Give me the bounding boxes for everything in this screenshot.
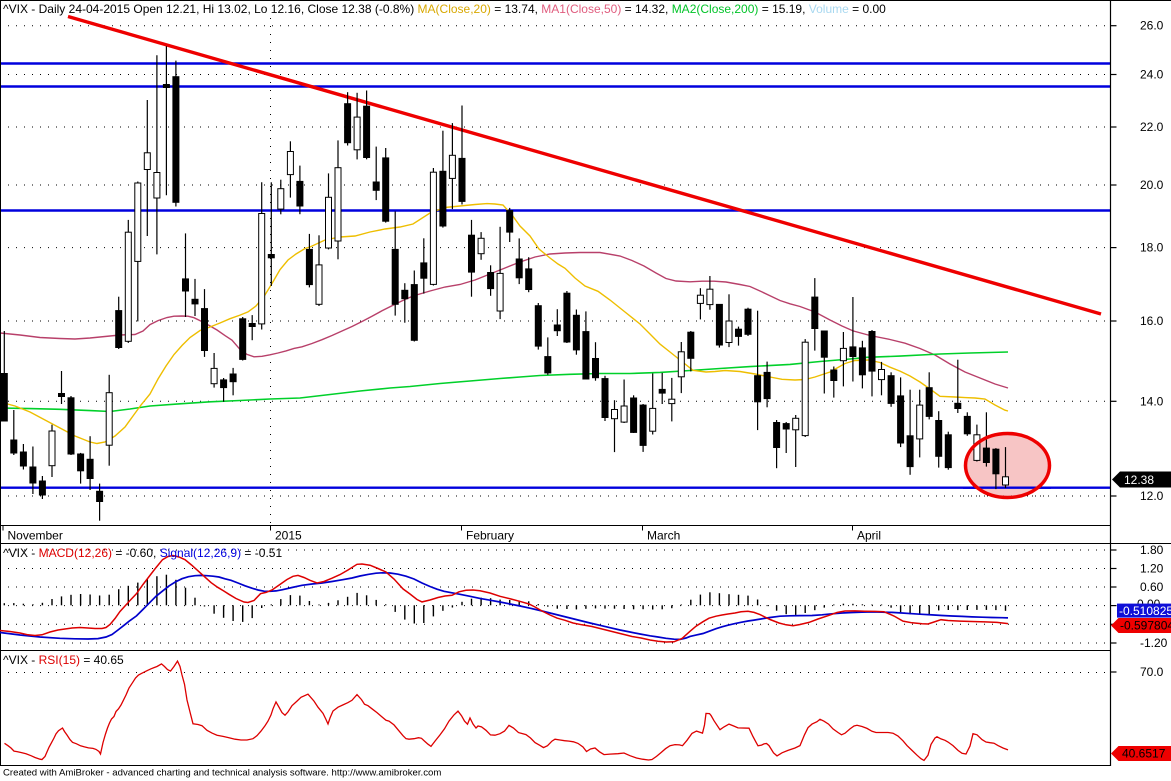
svg-text:1.20: 1.20 bbox=[1140, 562, 1164, 576]
svg-text:-1.20: -1.20 bbox=[1140, 636, 1168, 650]
svg-text:November: November bbox=[8, 529, 63, 543]
svg-text:20.0: 20.0 bbox=[1140, 178, 1164, 192]
svg-text:16.0: 16.0 bbox=[1140, 314, 1164, 328]
svg-text:18.0: 18.0 bbox=[1140, 241, 1164, 255]
svg-text:1.80: 1.80 bbox=[1140, 543, 1164, 557]
svg-text:70.0: 70.0 bbox=[1140, 665, 1164, 679]
svg-text:-0.597804: -0.597804 bbox=[1120, 619, 1171, 633]
svg-text:24.0: 24.0 bbox=[1140, 68, 1164, 82]
svg-text:40.6517: 40.6517 bbox=[1122, 747, 1166, 761]
svg-text:0.60: 0.60 bbox=[1140, 580, 1164, 594]
svg-text:February: February bbox=[466, 529, 514, 543]
svg-text:-0.510825: -0.510825 bbox=[1119, 604, 1171, 618]
svg-text:April: April bbox=[857, 529, 881, 543]
svg-text:March: March bbox=[647, 529, 680, 543]
svg-text:2015: 2015 bbox=[275, 529, 302, 543]
svg-text:12.0: 12.0 bbox=[1140, 489, 1164, 503]
svg-text:^VIX - RSI(15) = 40.65: ^VIX - RSI(15) = 40.65 bbox=[3, 653, 124, 667]
svg-text:12.38: 12.38 bbox=[1124, 473, 1154, 487]
svg-text:^VIX - Daily 24-04-2015 Open 1: ^VIX - Daily 24-04-2015 Open 12.21, Hi 1… bbox=[3, 2, 886, 16]
svg-text:^VIX - MACD(12,26) = -0.60, Si: ^VIX - MACD(12,26) = -0.60, Signal(12,26… bbox=[3, 546, 282, 560]
svg-text:22.0: 22.0 bbox=[1140, 120, 1164, 134]
svg-text:26.0: 26.0 bbox=[1140, 19, 1164, 33]
svg-text:14.0: 14.0 bbox=[1140, 394, 1164, 408]
svg-text:Created with AmiBroker - advan: Created with AmiBroker - advanced charti… bbox=[3, 768, 441, 779]
